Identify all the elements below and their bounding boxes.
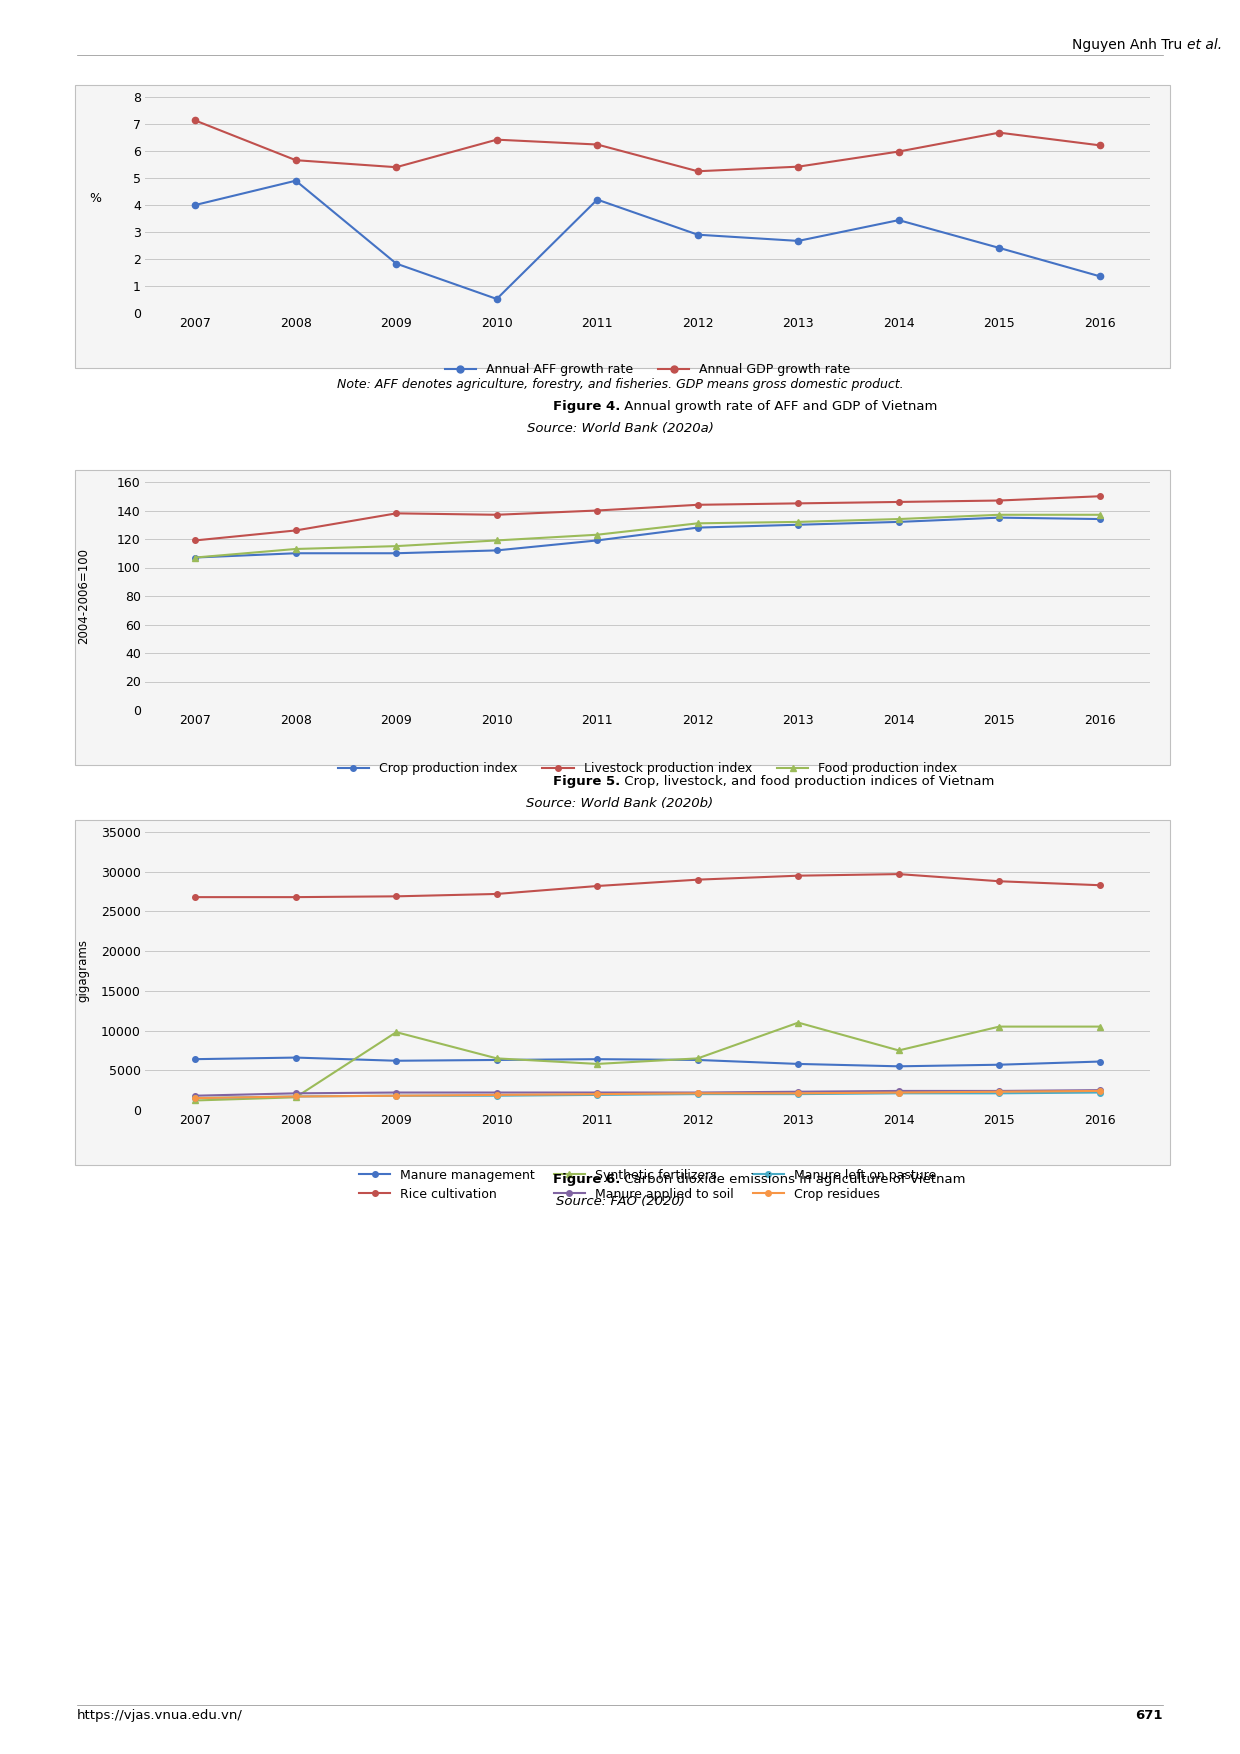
- Text: Source: World Bank (2020b): Source: World Bank (2020b): [527, 796, 713, 810]
- Text: Crop, livestock, and food production indices of Vietnam: Crop, livestock, and food production ind…: [620, 775, 994, 788]
- Y-axis label: gigagrams: gigagrams: [77, 940, 89, 1003]
- Y-axis label: 2004-2006=100: 2004-2006=100: [77, 547, 89, 644]
- Y-axis label: %: %: [89, 191, 100, 205]
- Text: Figure 6.: Figure 6.: [553, 1173, 620, 1186]
- Text: Nguyen Anh Tru: Nguyen Anh Tru: [1073, 39, 1187, 53]
- Text: Annual growth rate of AFF and GDP of Vietnam: Annual growth rate of AFF and GDP of Vie…: [620, 400, 937, 412]
- Text: Carbon dioxide emissions in agriculture of Vietnam: Carbon dioxide emissions in agriculture …: [620, 1173, 966, 1186]
- Text: https://vjas.vnua.edu.vn/: https://vjas.vnua.edu.vn/: [77, 1710, 243, 1722]
- Text: Figure 5.: Figure 5.: [553, 775, 620, 788]
- Legend: Annual AFF growth rate, Annual GDP growth rate: Annual AFF growth rate, Annual GDP growt…: [439, 358, 856, 381]
- Text: Source: World Bank (2020a): Source: World Bank (2020a): [527, 423, 713, 435]
- Text: 671: 671: [1136, 1710, 1163, 1722]
- Legend: Crop production index, Livestock production index, Food production index: Crop production index, Livestock product…: [332, 758, 962, 781]
- Text: Figure 4.: Figure 4.: [553, 400, 620, 412]
- Text: Source: FAO (2020): Source: FAO (2020): [556, 1194, 684, 1209]
- Text: et al.: et al.: [1187, 39, 1221, 53]
- Text: Note: AFF denotes agriculture, forestry, and fisheries. GDP means gross domestic: Note: AFF denotes agriculture, forestry,…: [337, 379, 903, 391]
- Legend: Manure management, Rice cultivation, Synthetic fertilizers, Manure applied to so: Manure management, Rice cultivation, Syn…: [353, 1163, 941, 1205]
